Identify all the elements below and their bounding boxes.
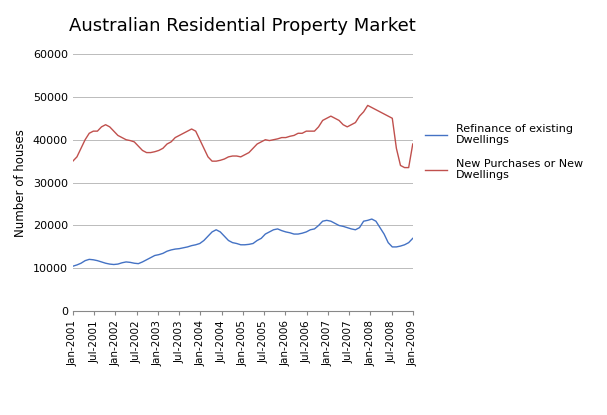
New Purchases or New
Dwellings (327, 114, 334, 119)
Refinance of existing
Dwellings (73, 262, 81, 267)
New Purchases or New
Dwellings (409, 142, 416, 146)
New Purchases or New
Dwellings (69, 159, 76, 164)
Legend: Refinance of existing
Dwellings, New Purchases or New
Dwellings: Refinance of existing Dwellings, New Pur… (425, 124, 583, 181)
New Purchases or New
Dwellings (73, 154, 81, 159)
New Purchases or New
Dwellings (401, 165, 409, 170)
New Purchases or New
Dwellings (344, 124, 351, 129)
Line: Refinance of existing
Dwellings: Refinance of existing Dwellings (73, 219, 413, 266)
Refinance of existing
Dwellings (344, 225, 351, 230)
New Purchases or New
Dwellings (364, 103, 371, 108)
Refinance of existing
Dwellings (90, 257, 97, 262)
Refinance of existing
Dwellings (409, 236, 416, 241)
Text: Australian Residential Property Market: Australian Residential Property Market (69, 17, 416, 34)
Refinance of existing
Dwellings (237, 242, 245, 247)
New Purchases or New
Dwellings (237, 154, 245, 159)
New Purchases or New
Dwellings (221, 156, 228, 161)
Refinance of existing
Dwellings (327, 219, 334, 224)
Refinance of existing
Dwellings (368, 217, 376, 222)
New Purchases or New
Dwellings (90, 129, 97, 134)
Refinance of existing
Dwellings (69, 264, 76, 269)
Y-axis label: Number of houses: Number of houses (15, 129, 27, 237)
Refinance of existing
Dwellings (221, 234, 228, 239)
Line: New Purchases or New
Dwellings: New Purchases or New Dwellings (73, 105, 413, 168)
